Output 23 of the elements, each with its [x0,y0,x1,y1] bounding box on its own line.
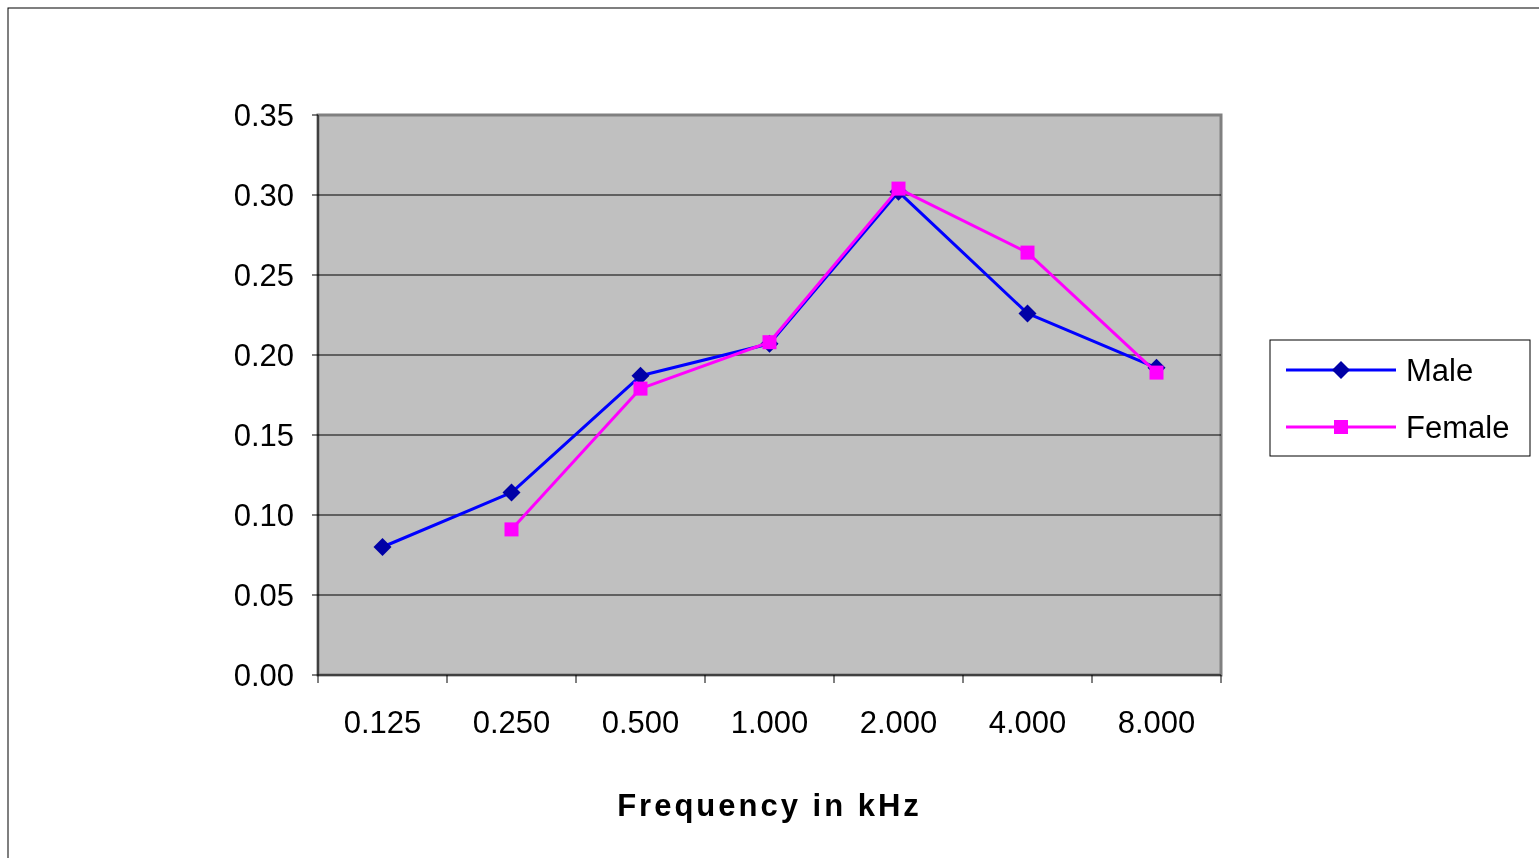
point [891,181,906,196]
x-tick-label: 2.000 [859,704,938,740]
y-tick-label: 0.05 [233,577,294,613]
x-tick-label: 8.000 [1117,704,1196,740]
point [633,381,648,396]
legend-label: Female [1406,409,1510,445]
x-tick-label: 4.000 [988,704,1067,740]
x-tick-label: 0.125 [343,704,422,740]
legend-label: Male [1406,352,1474,388]
point [1149,365,1164,380]
point [504,522,519,537]
x-tick-label: 0.250 [472,704,551,740]
x-tick-label: 1.000 [730,704,809,740]
y-tick-label: 0.35 [233,97,294,133]
y-tick-label: 0.25 [233,257,294,293]
point [1020,245,1035,260]
x-axis-title: Frequency in kHz [617,787,922,823]
y-tick-label: 0.30 [233,177,294,213]
y-tick-label: 0.15 [233,417,294,453]
y-tick-label: 0.20 [233,337,294,373]
y-tick-label: 0.10 [233,497,294,533]
x-tick-label: 0.500 [601,704,680,740]
y-tick-label: 0.00 [233,657,294,693]
